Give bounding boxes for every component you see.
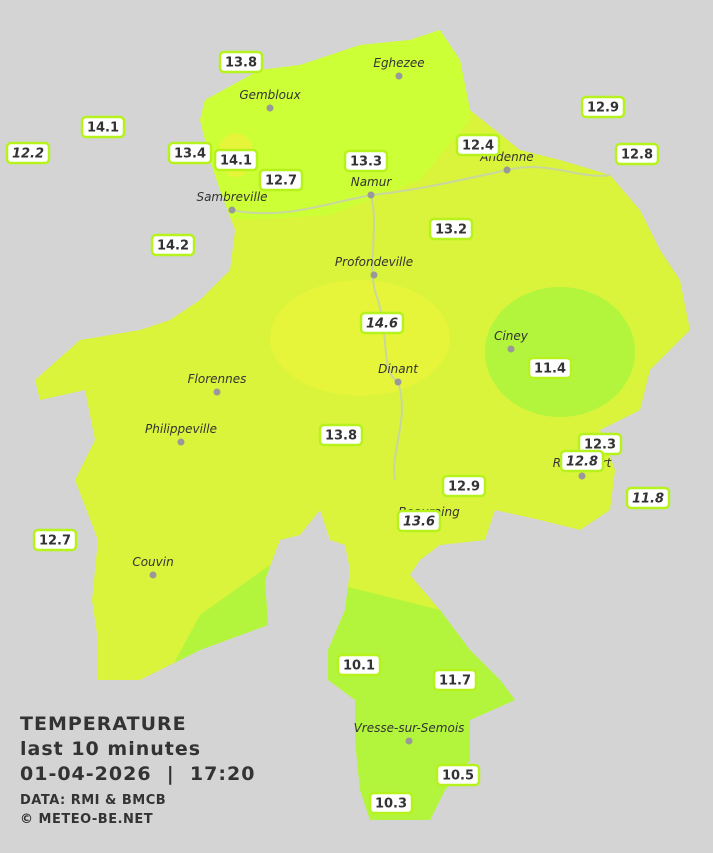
town-dot: [507, 345, 515, 353]
station-box: [559, 449, 605, 473]
station-box: [527, 356, 573, 380]
station-box: [396, 509, 442, 533]
towns: EghezeeGemblouxAndenneNamurSambrevillePr…: [132, 56, 613, 745]
title: TEMPERATURE: [20, 713, 187, 735]
station-value: 12.8: [621, 148, 653, 163]
town-label: Namur: [351, 175, 393, 189]
station-value: 13.2: [435, 223, 467, 238]
station-value: 12.7: [265, 174, 297, 189]
station-box: [343, 149, 389, 173]
period: last 10 minutes: [20, 738, 201, 760]
zone: [270, 280, 450, 396]
station-box: [80, 115, 126, 139]
station-box: [167, 141, 213, 165]
town-label: Ciney: [494, 329, 529, 343]
station-box: [150, 233, 196, 257]
station-box: [432, 668, 478, 692]
copyright: © METEO-BE.NET: [20, 812, 153, 827]
station-box: [5, 141, 51, 165]
river: [231, 193, 403, 481]
town-dot: [578, 472, 586, 480]
station-value: 13.6: [403, 515, 435, 530]
town-label: Dinant: [378, 362, 419, 376]
station-box: [428, 217, 474, 241]
station-value: 12.9: [448, 480, 480, 495]
station-box: [435, 763, 481, 787]
station-value: 11.7: [439, 674, 471, 689]
station-value: 13.4: [174, 147, 206, 162]
station-box: [336, 653, 382, 677]
town-dot: [228, 206, 236, 214]
town-label: Florennes: [188, 372, 247, 386]
station-box: [32, 528, 78, 552]
station-value: 12.7: [39, 534, 71, 549]
station-box: [218, 50, 264, 74]
station-box: [213, 148, 259, 172]
station-value: 14.2: [157, 239, 189, 254]
station-value: 13.3: [350, 155, 382, 170]
town-dot: [405, 737, 413, 745]
station-box: [614, 142, 660, 166]
station-box: [625, 486, 671, 510]
station-box: [258, 168, 304, 192]
station-value: 11.8: [632, 492, 664, 507]
station-box: [441, 474, 487, 498]
town-label: Profondeville: [335, 255, 413, 269]
town-dot: [149, 571, 157, 579]
station-value: 13.8: [225, 56, 257, 71]
station-value: 12.8: [566, 455, 598, 470]
town-label: Couvin: [132, 555, 173, 569]
town-dot: [503, 166, 511, 174]
zone: [485, 287, 635, 417]
town-dot: [266, 104, 274, 112]
station-value: 13.8: [325, 429, 357, 444]
town-label: Eghezee: [373, 56, 424, 70]
station-box: [359, 311, 405, 335]
town-dot: [367, 191, 375, 199]
town-dot: [395, 72, 403, 80]
town-label: Philippeville: [145, 422, 217, 436]
station-value: 12.3: [584, 438, 616, 453]
station-value: 11.4: [534, 362, 566, 377]
station-value: 10.1: [343, 659, 375, 674]
town-label: Gembloux: [239, 88, 301, 102]
town-dot: [213, 388, 221, 396]
town-label: Sambreville: [196, 190, 267, 204]
source: DATA: RMI & BMCB: [20, 793, 166, 808]
station-value: 12.4: [462, 139, 494, 154]
station-value: 14.1: [87, 121, 119, 136]
town-dot: [177, 438, 185, 446]
station-value: 12.2: [12, 147, 44, 162]
stations: 13.8 14.1 12.2 13.4 14.1 12.7 13.3 12.4 12.9 12.8…: [5, 50, 671, 815]
town-dot: [394, 378, 402, 386]
station-value: 14.6: [366, 317, 398, 332]
station-box: [580, 95, 626, 119]
town-label: Vresse-sur-Semois: [354, 721, 465, 735]
station-value: 12.9: [587, 101, 619, 116]
station-box: [368, 791, 414, 815]
town-dot: [370, 271, 378, 279]
station-value: 10.3: [375, 797, 407, 812]
station-box: [455, 133, 501, 157]
station-value: 10.5: [442, 769, 474, 784]
timestamp: 01-04-2026 | 17:20: [20, 763, 255, 785]
station-box: [318, 423, 364, 447]
station-value: 14.1: [220, 154, 252, 169]
